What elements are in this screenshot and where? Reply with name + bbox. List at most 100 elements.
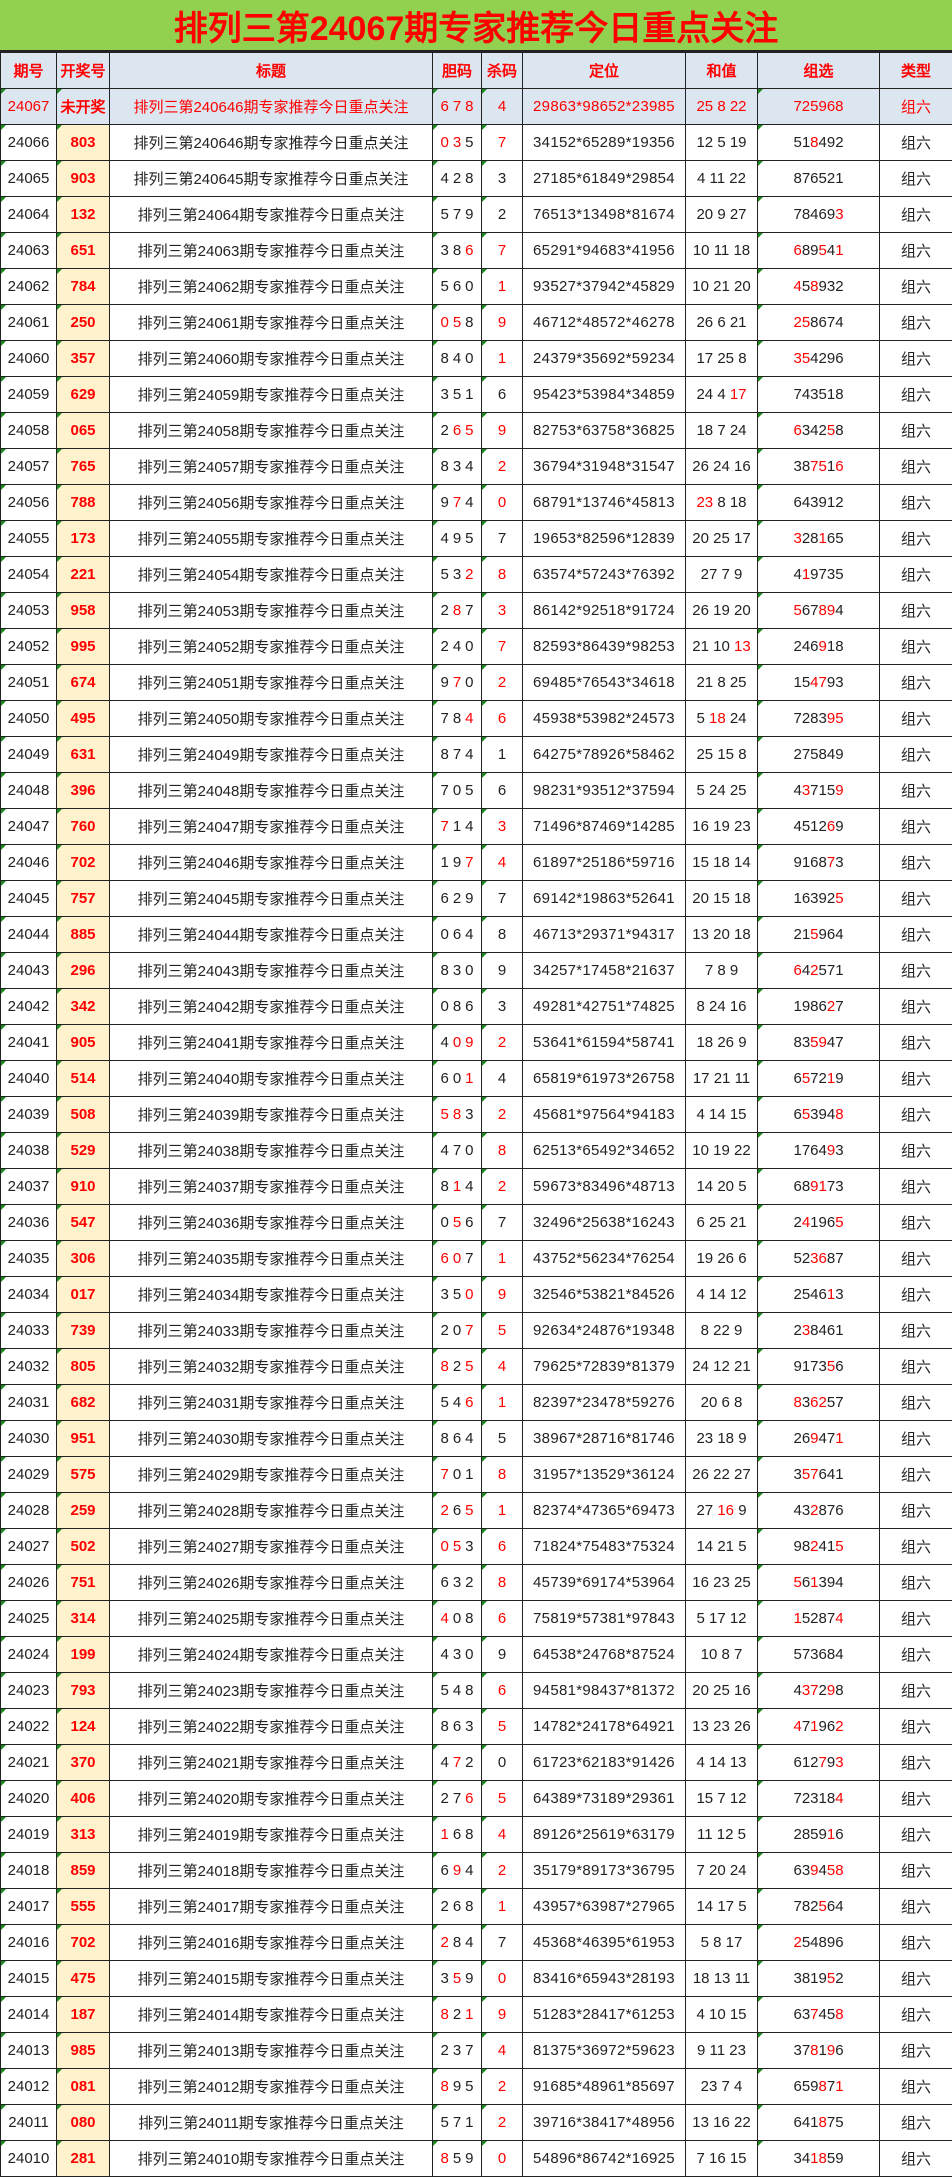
sum-value: 11 (697, 1826, 713, 1843)
cell-sum: 14 21 5 (685, 1528, 758, 1565)
group-digit: 2 (793, 746, 802, 763)
cell-group: 725968 (757, 88, 880, 125)
cell-draw: 651 (56, 232, 110, 269)
cell-group: 254613 (757, 1276, 880, 1313)
group-digit: 5 (826, 782, 836, 799)
cell-kill: 2 (481, 448, 523, 485)
table-row: 24062 784 排列三第24062期专家推荐今日重点关注 5 6 0 1 93527*37… (0, 268, 952, 305)
group-digit: 1 (818, 782, 827, 799)
dan-digit: 4 (465, 1430, 474, 1447)
sum-value: 24 (708, 998, 726, 1015)
cell-kill: 4 (481, 844, 523, 881)
sum-value: 14 (696, 1538, 714, 1555)
group-digit: 3 (810, 494, 819, 511)
group-digit: 1 (826, 458, 836, 475)
table-row: 24039 508 排列三第24039期专家推荐今日重点关注 5 8 3 2 45681*97… (0, 1096, 952, 1133)
group-digit: 4 (826, 1034, 836, 1051)
cell-kill: 2 (481, 1852, 523, 1889)
dan-digit: 0 (440, 1538, 449, 1555)
cell-pos: 61723*62183*91426 (522, 1744, 686, 1781)
cell-period: 24061 (0, 304, 57, 341)
group-digit: 1 (793, 998, 802, 1015)
cell-kill: 7 (481, 880, 523, 917)
group-digit: 6 (801, 602, 811, 619)
cell-draw: 306 (56, 1240, 110, 1277)
cell-sum: 23 7 4 (685, 2068, 758, 2105)
sum-value: 13 (713, 1970, 731, 1987)
group-digit: 2 (826, 998, 836, 1015)
cell-period: 24012 (0, 2068, 57, 2105)
cell-period: 24024 (0, 1636, 57, 1673)
sum-value: 20 (692, 1682, 709, 1699)
table-row: 24065 903 排列三第240645期专家推荐今日重点关注 4 2 8 3 27185*6… (0, 160, 952, 197)
cell-period: 24043 (0, 952, 57, 989)
table-row: 24055 173 排列三第24055期专家推荐今日重点关注 4 9 5 7 19653*82… (0, 520, 952, 557)
cell-kill: 4 (481, 1348, 523, 1385)
cell-title: 排列三第24048期专家推荐今日重点关注 (109, 772, 433, 809)
dan-digit: 8 (440, 1718, 449, 1735)
group-digit: 1 (793, 890, 802, 907)
group-digit: 7 (826, 854, 836, 871)
group-digit: 7 (810, 1682, 819, 1699)
group-digit: 7 (818, 674, 827, 691)
dan-digit: 6 (465, 242, 474, 259)
sum-value: 6 (717, 314, 726, 331)
cell-kill: 2 (481, 1168, 523, 1205)
cell-period: 24065 (0, 160, 57, 197)
cell-period: 24040 (0, 1060, 57, 1097)
group-digit: 6 (793, 494, 802, 511)
cell-pos: 35179*89173*36795 (522, 1852, 686, 1889)
dan-digit: 2 (452, 170, 462, 187)
cell-pos: 82753*63758*36825 (522, 412, 686, 449)
cell-draw: 017 (56, 1276, 110, 1313)
dan-digit: 8 (452, 1106, 462, 1123)
group-digit: 4 (818, 1538, 827, 1555)
cell-kill: 0 (481, 1960, 523, 1997)
cell-type: 组六 (879, 1708, 952, 1745)
cell-draw: 674 (56, 664, 110, 701)
cell-kill: 9 (481, 952, 523, 989)
cell-group: 163925 (757, 880, 880, 917)
cell-draw: 132 (56, 196, 110, 233)
dan-digit: 5 (452, 2150, 462, 2167)
cell-draw: 760 (56, 808, 110, 845)
sum-value: 8 (721, 1646, 730, 1663)
sum-value: 20 (734, 278, 751, 295)
group-digit: 5 (793, 1574, 802, 1591)
group-digit: 9 (818, 1034, 827, 1051)
group-digit: 6 (818, 1286, 827, 1303)
cell-kill: 7 (481, 520, 523, 557)
dan-digit: 6 (440, 1862, 449, 1879)
dan-digit: 0 (465, 1286, 474, 1303)
cell-sum: 20 25 16 (685, 1672, 758, 1709)
dan-digit: 7 (465, 1250, 474, 1267)
group-digit: 3 (835, 854, 844, 871)
cell-sum: 21 8 25 (685, 664, 758, 701)
cell-draw: 342 (56, 988, 110, 1025)
group-digit: 9 (810, 242, 819, 259)
dan-digit: 5 (465, 1358, 474, 1375)
group-digit: 8 (810, 2042, 819, 2059)
group-digit: 1 (818, 1178, 827, 1195)
cell-type: 组六 (879, 556, 952, 593)
group-digit: 4 (793, 1502, 802, 1519)
dan-digit: 3 (452, 134, 462, 151)
cell-group: 378196 (757, 2032, 880, 2069)
group-digit: 7 (835, 1394, 844, 1411)
group-digit: 5 (801, 1934, 811, 1951)
sum-value: 19 (696, 1250, 714, 1267)
sum-value: 21 (713, 1070, 731, 1087)
cell-period: 24063 (0, 232, 57, 269)
cell-draw: 080 (56, 2104, 110, 2141)
group-digit: 4 (810, 1934, 819, 1951)
group-digit: 3 (801, 782, 811, 799)
group-digit: 6 (818, 1646, 827, 1663)
cell-title: 排列三第24038期专家推荐今日重点关注 (109, 1132, 433, 1169)
cell-period: 24062 (0, 268, 57, 305)
dan-digit: 2 (440, 638, 449, 655)
group-digit: 5 (801, 2078, 811, 2095)
